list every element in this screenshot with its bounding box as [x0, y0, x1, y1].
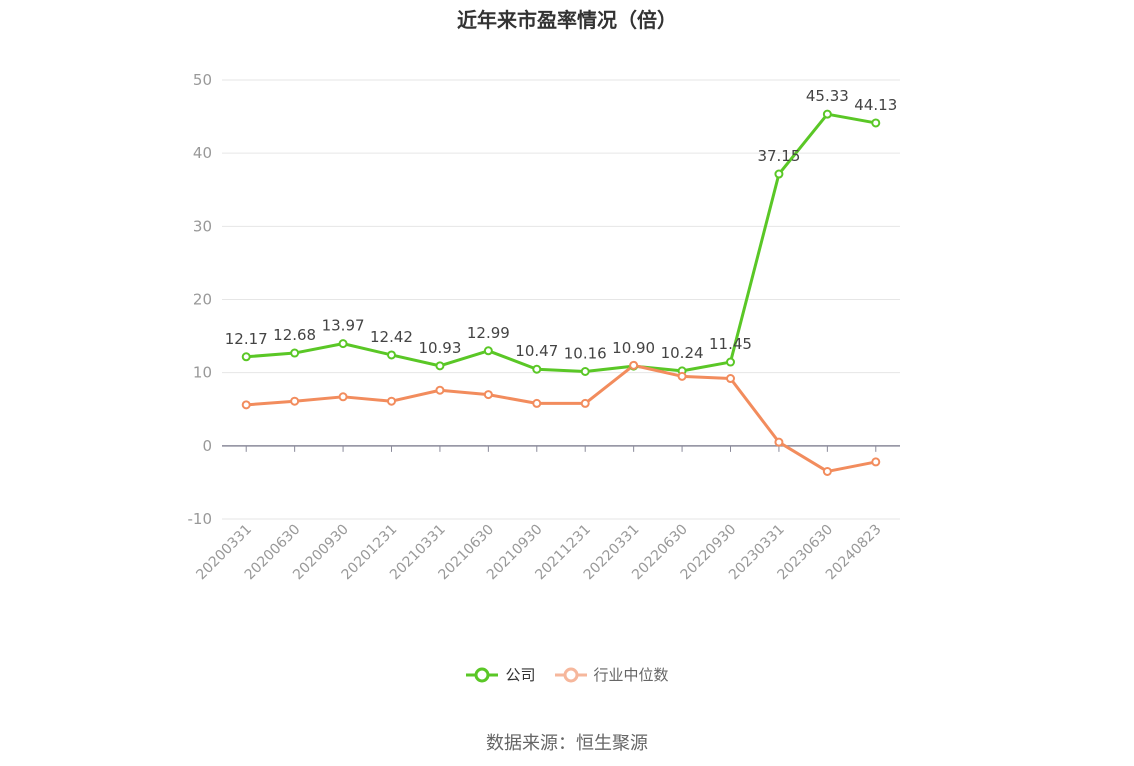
series-lines: [246, 112, 877, 473]
data-label: 37.15: [757, 147, 800, 165]
data-label: 12.68: [273, 326, 316, 344]
legend-item-industry[interactable]: 行业中位数: [554, 664, 669, 685]
data-point-company: [435, 361, 445, 371]
data-point-industry: [822, 466, 832, 476]
data-point-industry: [726, 374, 735, 384]
data-point-industry: [483, 390, 493, 400]
grid-lines: [222, 79, 900, 520]
y-tick-label: 40: [193, 144, 212, 162]
data-point-company: [871, 118, 881, 128]
data-label: 12.99: [467, 324, 510, 342]
data-point-company: [338, 339, 348, 349]
data-point-company: [580, 366, 590, 376]
data-point-company: [726, 357, 735, 367]
data-point-industry: [241, 400, 251, 410]
legend-company-label: 公司: [505, 666, 536, 684]
legend: 公司 行业中位数: [0, 664, 1134, 685]
data-label: 13.97: [322, 317, 365, 335]
y-tick-label: 20: [193, 291, 212, 309]
series-line-company: [246, 112, 877, 373]
data-source: 数据来源：恒生聚源: [486, 733, 648, 754]
data-label: 12.17: [225, 330, 268, 348]
y-axis: -10 0 10 20 30 40 50: [188, 71, 213, 528]
data-label: 45.33: [806, 87, 849, 105]
data-labels: 12.17 12.68 13.97 12.42 10.93 12.99 10.47 10.16…: [225, 87, 898, 362]
data-label: 10.24: [661, 344, 704, 362]
legend-industry-marker-icon: [554, 667, 587, 682]
data-point-industry: [338, 392, 348, 402]
series-line-industry: [246, 363, 877, 473]
data-point-company: [774, 169, 784, 179]
data-point-industry: [532, 398, 542, 408]
data-point-industry: [290, 396, 300, 406]
data-point-industry: [871, 457, 881, 467]
legend-industry-label: 行业中位数: [593, 666, 669, 684]
data-label: 44.13: [854, 96, 897, 114]
data-point-company: [483, 346, 493, 356]
data-point-industry: [774, 437, 784, 447]
data-label: 12.42: [370, 328, 413, 346]
data-label: 10.16: [564, 344, 607, 362]
x-axis: 2020033120200630202009302020123120210331…: [193, 445, 900, 583]
chart-title: 近年来市盈率情况（倍）: [457, 8, 677, 32]
data-label: 10.47: [515, 342, 558, 360]
data-point-company: [532, 364, 542, 374]
y-tick-label: 30: [193, 217, 212, 235]
data-point-company: [387, 350, 396, 360]
data-label: 10.93: [418, 339, 461, 357]
y-tick-label: -10: [188, 510, 213, 528]
data-point-industry: [677, 371, 687, 381]
data-point-industry: [629, 360, 639, 370]
legend-company-marker-icon: [466, 667, 499, 682]
data-points: [241, 109, 881, 476]
data-point-company: [241, 352, 251, 362]
data-point-industry: [387, 396, 396, 406]
legend-item-company[interactable]: 公司: [465, 664, 536, 685]
data-point-company: [290, 348, 300, 358]
data-point-company: [822, 109, 832, 119]
data-point-industry: [580, 398, 590, 408]
y-tick-label: 50: [193, 71, 212, 89]
data-label: 11.45: [709, 335, 752, 353]
data-point-industry: [435, 385, 445, 395]
data-label: 10.90: [612, 339, 655, 357]
y-tick-label: 0: [202, 437, 212, 455]
y-tick-label: 10: [193, 364, 212, 382]
